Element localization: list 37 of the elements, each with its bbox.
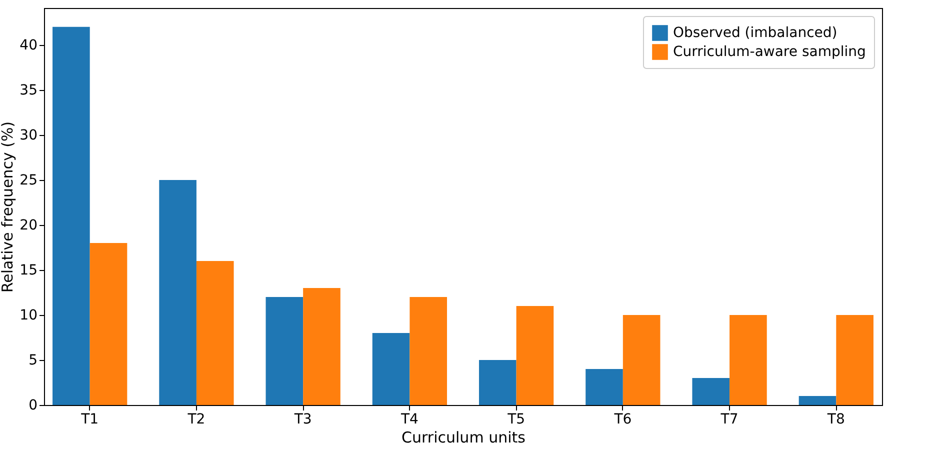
bar — [303, 288, 340, 405]
y-axis-title: Relative frequency (%) — [0, 121, 17, 293]
x-tick-label: T3 — [293, 412, 312, 428]
bar — [266, 296, 304, 405]
y-tick-label: 5 — [28, 352, 38, 368]
bar — [586, 368, 623, 405]
bar — [692, 378, 730, 405]
x-tick-label: T8 — [826, 412, 845, 428]
bar — [516, 306, 554, 405]
y-tick-label: 25 — [20, 172, 38, 188]
x-tick-label: T7 — [720, 412, 738, 428]
bar — [196, 260, 234, 405]
x-tick-label: T1 — [80, 412, 99, 428]
bar — [372, 332, 410, 405]
bar — [730, 314, 767, 405]
y-tick-label: 35 — [20, 82, 38, 98]
bar — [52, 26, 90, 405]
y-tick-label: 40 — [20, 37, 38, 54]
x-tick-label: T5 — [506, 412, 526, 428]
y-tick-label: 30 — [20, 127, 38, 144]
bar — [159, 180, 196, 405]
y-tick-label: 10 — [20, 307, 38, 324]
bar — [478, 360, 516, 405]
y-tick-label: 20 — [20, 217, 38, 234]
y-tick-label: 0 — [28, 398, 38, 414]
legend-label: Observed (imbalanced) — [673, 25, 838, 41]
bar — [798, 396, 836, 405]
x-tick-label: T6 — [613, 412, 632, 428]
x-axis-title: Curriculum units — [402, 428, 526, 446]
bar — [90, 242, 128, 405]
x-tick-label: T2 — [186, 412, 206, 428]
bar — [410, 296, 448, 405]
y-tick-label: 15 — [20, 262, 38, 278]
legend-label: Curriculum-aware sampling — [673, 44, 866, 60]
bar — [836, 314, 874, 405]
bar — [622, 314, 660, 405]
x-tick-label: T4 — [400, 412, 419, 428]
